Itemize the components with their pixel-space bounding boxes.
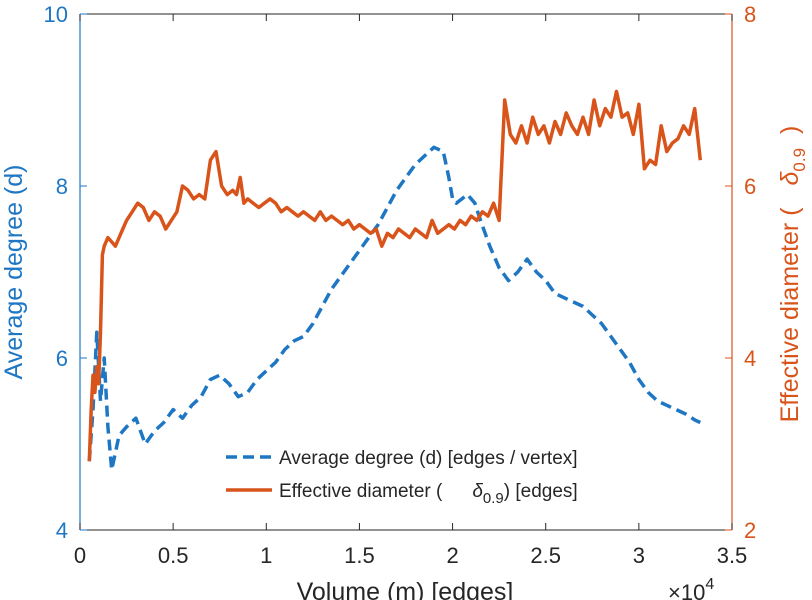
legend: Average degree (d) [edges / vertex] Effe…	[226, 448, 578, 507]
plot-area	[80, 14, 732, 530]
left-tick-label: 4	[56, 518, 68, 543]
right-tick-label: 2	[744, 518, 756, 543]
x-axis-exponent: ×104	[668, 576, 714, 600]
right-tick-label: 8	[744, 2, 756, 27]
right-tick-label: 4	[744, 346, 756, 371]
right-axis-ticks: 2 4 6 8	[725, 2, 756, 543]
right-y-axis-label-text: Effective diameter ( δ0.9)	[776, 126, 809, 423]
x-tick-label: 2.5	[530, 543, 561, 568]
right-label-delta: δ	[776, 170, 804, 185]
legend-ed-delta: δ	[472, 481, 483, 502]
x-exponent-power: 4	[705, 576, 714, 593]
legend-label-average-degree: Average degree (d) [edges / vertex]	[279, 448, 578, 469]
x-tick-label: 1.5	[344, 543, 375, 568]
x-tick-label: 0.5	[158, 543, 189, 568]
legend-ed-sub: 0.9	[483, 490, 504, 507]
right-y-axis-label: Effective diameter ( δ0.9)	[776, 126, 809, 423]
left-y-axis-label: Average degree (d)	[0, 165, 28, 380]
series-line-effective-diameter	[87, 89, 703, 462]
x-exponent-base: ×10	[668, 580, 705, 600]
left-axis-ticks: 4 6 8 10	[44, 2, 87, 543]
x-tick-label: 3.5	[717, 543, 748, 568]
x-tick-label: 1	[260, 543, 272, 568]
series-layer	[87, 89, 703, 472]
x-axis-label: Volume (m) [edges]	[297, 578, 514, 600]
legend-label-effective-diameter: Effective diameter ( δ0.9) [edges]	[279, 481, 578, 507]
left-tick-label: 6	[56, 346, 68, 371]
right-label-post: )	[776, 126, 804, 134]
legend-ed-pre: Effective diameter (	[279, 481, 443, 502]
x-axis-ticks: 0 0.5 1 1.5 2 2.5 3 3.5	[74, 14, 747, 568]
right-label-pre: Effective diameter (	[776, 207, 804, 423]
x-tick-label: 3	[633, 543, 645, 568]
left-tick-label: 8	[56, 174, 68, 199]
legend-ed-post: ) [edges]	[504, 481, 578, 502]
x-tick-label: 2	[446, 543, 458, 568]
right-tick-label: 6	[744, 174, 756, 199]
right-label-sub: 0.9	[790, 148, 809, 172]
left-tick-label: 10	[44, 2, 68, 27]
x-tick-label: 0	[74, 543, 86, 568]
series-line-average-degree	[87, 145, 702, 472]
